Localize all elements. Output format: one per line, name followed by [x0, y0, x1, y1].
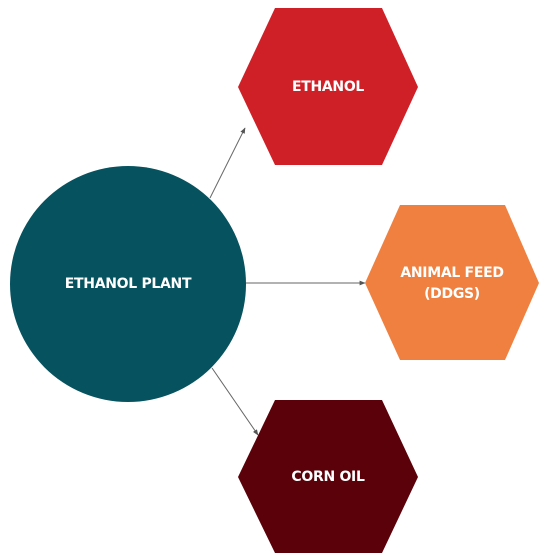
- feed-hexagon: [365, 205, 539, 360]
- node-label: CORN OIL: [291, 469, 365, 485]
- arrow: [209, 127, 246, 199]
- arrow: [211, 367, 259, 436]
- plant-circle: [10, 166, 246, 402]
- ethanol-hexagon: [238, 8, 418, 165]
- node-label: ETHANOL: [292, 79, 364, 95]
- node-label: ETHANOL PLANT: [65, 276, 192, 292]
- node-label: (DDGS): [424, 286, 480, 302]
- node-label: ANIMAL FEED: [400, 265, 503, 281]
- corn-oil-hexagon: [238, 400, 418, 553]
